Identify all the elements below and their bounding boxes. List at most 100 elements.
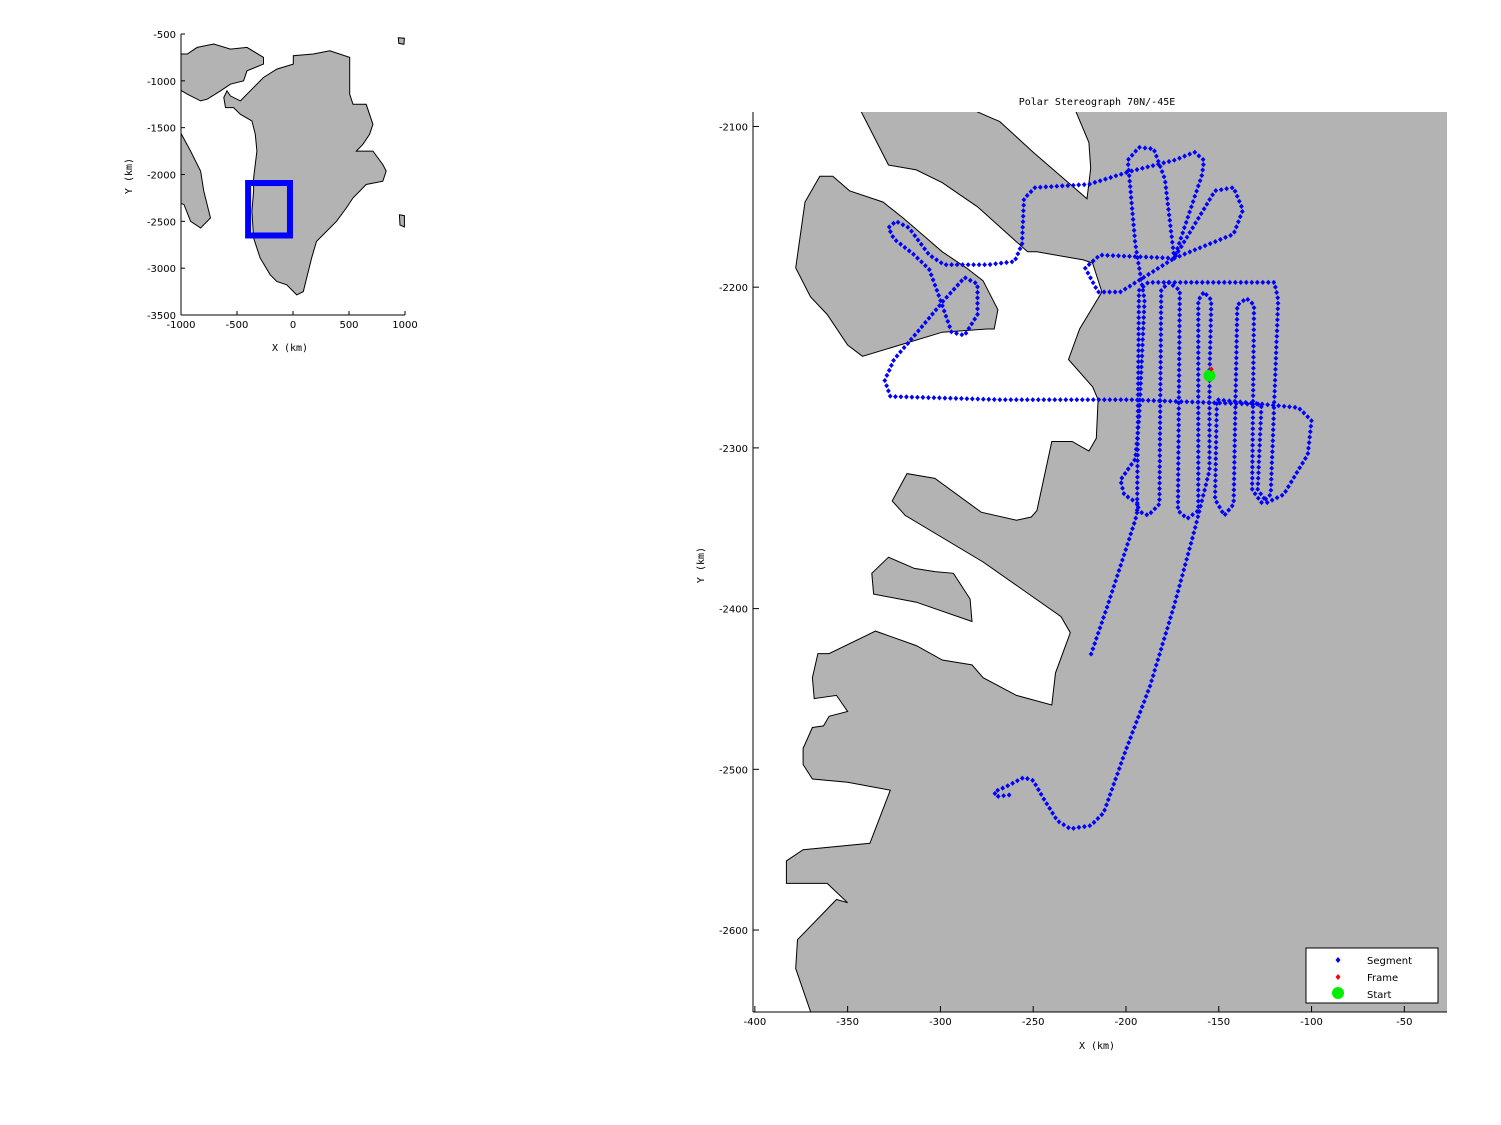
y-tick-label: -1500 xyxy=(147,124,176,135)
segment-point xyxy=(1140,336,1146,343)
segment-point xyxy=(1140,287,1146,293)
segment-point xyxy=(1236,219,1241,225)
segment-point xyxy=(1013,256,1019,262)
segment-point xyxy=(1195,471,1201,477)
segment-point xyxy=(900,222,906,228)
segment-point xyxy=(1136,304,1142,310)
segment-point xyxy=(926,395,931,401)
segment-point xyxy=(1140,331,1146,337)
segment-point xyxy=(1150,268,1156,275)
segment-point xyxy=(1101,289,1107,295)
segment-point xyxy=(1086,261,1092,268)
segment-point xyxy=(1250,371,1256,377)
segment-point xyxy=(886,367,892,373)
segment-point xyxy=(1259,499,1264,506)
segment-point xyxy=(1125,541,1130,547)
segment-point xyxy=(1258,420,1263,426)
segment-point xyxy=(933,307,939,313)
segment-point xyxy=(1233,393,1238,399)
segment-point xyxy=(1180,230,1186,236)
segment-point xyxy=(1176,240,1182,246)
segment-point xyxy=(1153,662,1159,668)
segment-point xyxy=(1249,475,1255,481)
segment-point xyxy=(1261,495,1267,501)
segment-point xyxy=(1090,397,1096,403)
segment-point xyxy=(1157,409,1163,415)
segment-point xyxy=(1194,508,1200,515)
segment-point xyxy=(1195,322,1201,328)
segment-point xyxy=(1187,209,1192,215)
segment-point xyxy=(1269,465,1275,471)
segment-point xyxy=(1183,279,1189,285)
segment-point xyxy=(1149,254,1154,260)
segment-point xyxy=(1177,253,1182,259)
segment-point xyxy=(1200,156,1206,163)
segment-point xyxy=(1214,499,1220,505)
segment-point xyxy=(1176,350,1182,357)
segment-point xyxy=(1095,254,1100,260)
segment-point xyxy=(908,336,914,342)
segment-point xyxy=(1275,300,1281,306)
segment-point xyxy=(1175,493,1181,500)
segment-point xyxy=(1271,279,1277,285)
segment-point xyxy=(891,220,896,227)
segment-point xyxy=(1231,476,1237,482)
segment-point xyxy=(1177,339,1182,346)
segment-point xyxy=(1195,465,1201,471)
segment-point xyxy=(1204,201,1210,207)
segment-point xyxy=(959,332,965,338)
segment-point xyxy=(1176,455,1181,461)
segment-point xyxy=(1286,484,1291,490)
segment-point xyxy=(1258,409,1264,415)
segment-point xyxy=(1150,163,1156,169)
segment-point xyxy=(1136,287,1142,293)
segment-point xyxy=(1305,450,1311,457)
segment-point xyxy=(1287,404,1292,410)
segment-point xyxy=(1195,372,1201,378)
segment-point xyxy=(1166,212,1172,218)
segment-point xyxy=(1176,433,1181,439)
segment-point xyxy=(1232,426,1238,432)
x-tick-label: -250 xyxy=(1022,1017,1045,1028)
segment-point xyxy=(915,237,921,243)
segment-point xyxy=(947,324,952,330)
segment-point xyxy=(1257,448,1262,454)
segment-point xyxy=(1231,487,1237,493)
segment-point xyxy=(1118,171,1124,177)
segment-point xyxy=(1019,775,1025,781)
segment-point xyxy=(1270,427,1276,433)
segment-point xyxy=(1154,153,1159,159)
segment-point xyxy=(1207,345,1213,351)
segment-point xyxy=(915,255,920,261)
segment-point xyxy=(954,330,959,336)
segment-point xyxy=(1103,176,1108,182)
segment-point xyxy=(1118,289,1123,295)
segment-point xyxy=(1207,466,1212,472)
segment-point xyxy=(1136,342,1141,348)
segment-point xyxy=(1028,189,1034,195)
segment-point xyxy=(1274,328,1280,334)
segment-point xyxy=(1275,306,1281,312)
segment-point xyxy=(1157,453,1163,459)
segment-point xyxy=(1136,265,1142,272)
segment-point xyxy=(1249,481,1255,487)
segment-point xyxy=(1258,491,1264,497)
y-tick-label: -3500 xyxy=(147,311,176,322)
segment-point xyxy=(972,316,978,322)
segment-point xyxy=(948,395,953,401)
segment-point xyxy=(969,321,975,327)
segment-point xyxy=(1243,279,1249,285)
segment-point xyxy=(1024,397,1030,403)
segment-point xyxy=(1274,322,1280,328)
segment-point xyxy=(1120,557,1125,563)
segment-point xyxy=(1208,323,1214,329)
segment-point xyxy=(1133,148,1139,154)
segment-point xyxy=(1079,397,1085,403)
segment-point xyxy=(1199,172,1205,179)
x-tick-label: 1000 xyxy=(392,320,417,331)
segment-point xyxy=(1227,279,1233,285)
segment-point xyxy=(1116,567,1122,574)
segment-point xyxy=(1047,805,1053,811)
segment-point xyxy=(1195,355,1201,361)
segment-point xyxy=(1177,301,1183,307)
